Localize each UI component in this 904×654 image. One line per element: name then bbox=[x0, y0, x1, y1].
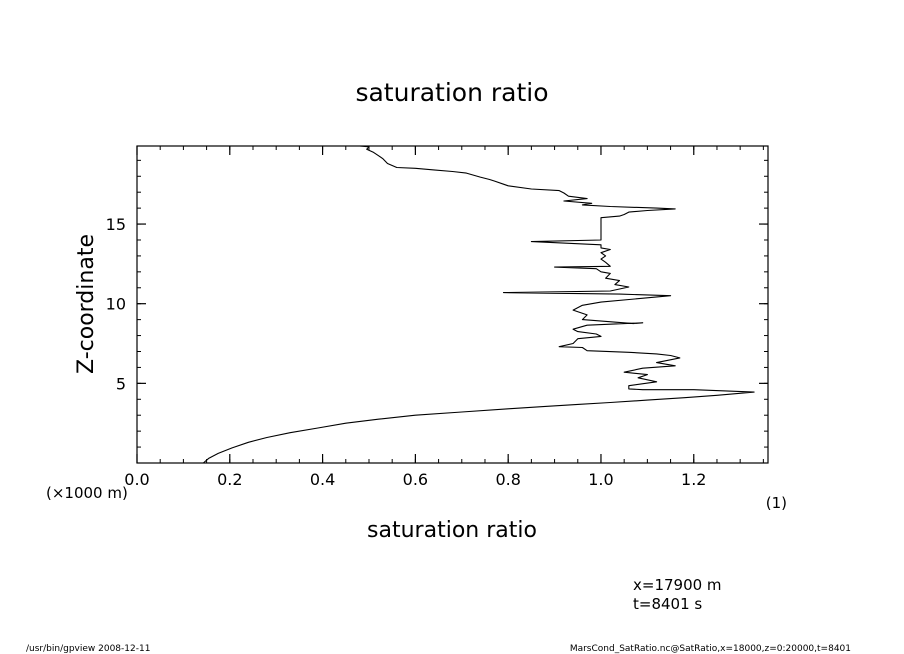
y-tick-label: 5 bbox=[116, 374, 126, 393]
footer-right: MarsCond_SatRatio.nc@SatRatio,x=18000,z=… bbox=[570, 644, 851, 654]
info-x-position: x=17900 m bbox=[633, 576, 722, 594]
axis-ticks bbox=[136, 146, 768, 463]
x-tick-label: 0.4 bbox=[310, 470, 335, 489]
y-axis-unit: (×1000 m) bbox=[46, 484, 128, 502]
plot-area: 0.0 0.2 0.4 0.6 0.8 1.0 1.2 5 10 15 bbox=[106, 145, 769, 489]
x-tick-label: 0.2 bbox=[217, 470, 242, 489]
y-tick-label: 10 bbox=[106, 295, 126, 314]
x-tick-label: 0.6 bbox=[403, 470, 428, 489]
x-tick-label: 1.0 bbox=[588, 470, 613, 489]
y-tick-label: 15 bbox=[106, 215, 126, 234]
x-axis-unit: (1) bbox=[766, 494, 787, 512]
y-tick-labels: 5 10 15 bbox=[106, 215, 126, 393]
plot-frame bbox=[136, 145, 769, 464]
chart-title: saturation ratio bbox=[355, 78, 548, 107]
y-axis-label: Z-coordinate bbox=[74, 234, 99, 374]
x-tick-label: 0.8 bbox=[495, 470, 520, 489]
info-time: t=8401 s bbox=[633, 595, 702, 613]
x-tick-label: 1.2 bbox=[681, 470, 706, 489]
x-axis-label: saturation ratio bbox=[367, 518, 537, 543]
x-tick-label: 0.0 bbox=[124, 470, 149, 489]
footer-left: /usr/bin/gpview 2008-12-11 bbox=[26, 644, 150, 654]
series-line bbox=[202, 145, 755, 464]
x-tick-labels: 0.0 0.2 0.4 0.6 0.8 1.0 1.2 bbox=[124, 470, 706, 489]
